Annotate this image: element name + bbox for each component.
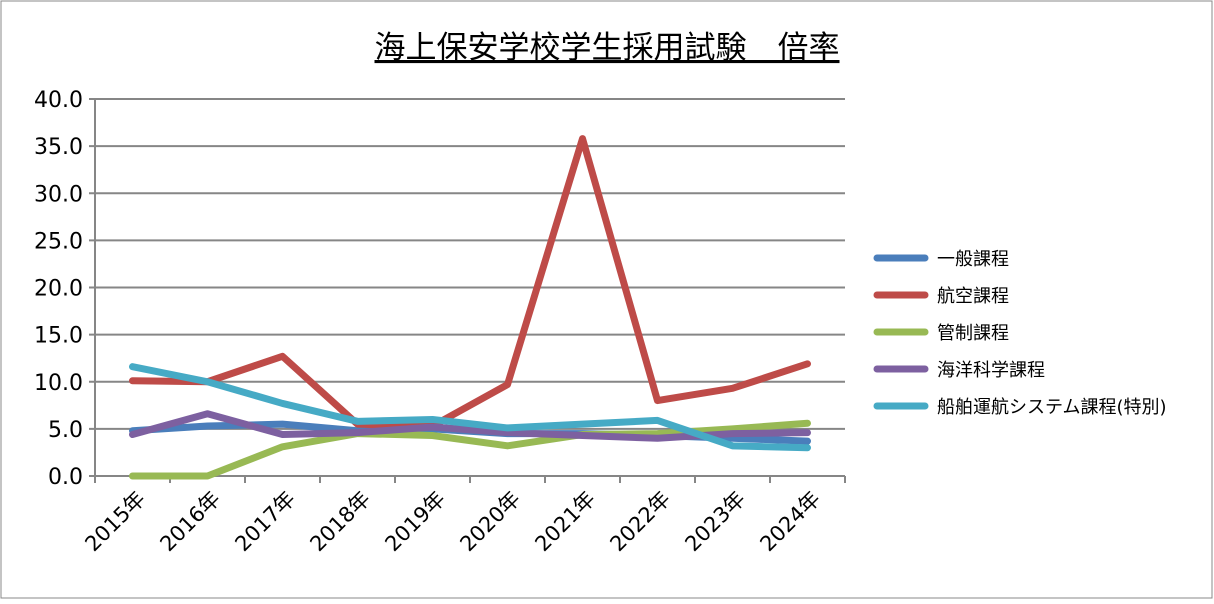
legend-label: 海洋科学課程 <box>937 360 1045 381</box>
legend-label: 船舶運航システム課程(特別) <box>937 397 1167 418</box>
y-tick-label: 40.0 <box>34 88 83 113</box>
y-tick-label: 20.0 <box>34 277 83 302</box>
y-tick-label: 25.0 <box>34 229 83 254</box>
legend-label: 航空課程 <box>937 286 1009 307</box>
legend-label: 管制課程 <box>937 323 1009 344</box>
y-tick-label: 15.0 <box>34 324 83 349</box>
y-tick-label: 30.0 <box>34 182 83 207</box>
chart-title: 海上保安学校学生採用試験 倍率 <box>375 30 840 66</box>
y-tick-label: 10.0 <box>34 371 83 396</box>
y-tick-label: 5.0 <box>48 418 83 443</box>
y-tick-label: 35.0 <box>34 135 83 160</box>
y-tick-label: 0.0 <box>48 465 83 490</box>
legend-label: 一般課程 <box>937 249 1009 270</box>
